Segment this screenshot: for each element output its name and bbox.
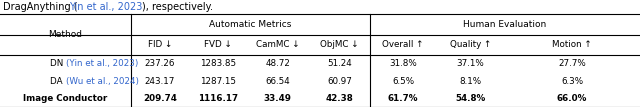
Text: Human Evaluation: Human Evaluation xyxy=(463,20,547,29)
Text: Image Conductor: Image Conductor xyxy=(24,94,108,103)
Text: 66.0%: 66.0% xyxy=(557,94,588,103)
Text: 66.54: 66.54 xyxy=(266,77,290,86)
Text: 1283.85: 1283.85 xyxy=(200,59,236,68)
Text: (Wu et al., 2024): (Wu et al., 2024) xyxy=(65,77,139,86)
Text: 48.72: 48.72 xyxy=(266,59,290,68)
Text: 61.7%: 61.7% xyxy=(388,94,419,103)
Text: ObjMC ↓: ObjMC ↓ xyxy=(320,40,359,49)
Text: 42.38: 42.38 xyxy=(326,94,353,103)
Text: 37.1%: 37.1% xyxy=(456,59,484,68)
Text: Overall ↑: Overall ↑ xyxy=(383,40,424,49)
Text: 1287.15: 1287.15 xyxy=(200,77,236,86)
Text: 209.74: 209.74 xyxy=(143,94,177,103)
Text: FID ↓: FID ↓ xyxy=(148,40,172,49)
Text: 6.5%: 6.5% xyxy=(392,77,414,86)
Text: Automatic Metrics: Automatic Metrics xyxy=(209,20,292,29)
Text: 31.8%: 31.8% xyxy=(389,59,417,68)
Text: 54.8%: 54.8% xyxy=(455,94,486,103)
Text: FVD ↓: FVD ↓ xyxy=(204,40,232,49)
Text: DN: DN xyxy=(50,59,65,68)
Text: DragAnything (: DragAnything ( xyxy=(3,2,78,12)
Text: 60.97: 60.97 xyxy=(327,77,352,86)
Text: 237.26: 237.26 xyxy=(145,59,175,68)
Text: ), respectively.: ), respectively. xyxy=(142,2,213,12)
Text: Motion ↑: Motion ↑ xyxy=(552,40,592,49)
Text: Yin et al., 2023: Yin et al., 2023 xyxy=(69,2,143,12)
Text: 8.1%: 8.1% xyxy=(460,77,481,86)
Text: 33.49: 33.49 xyxy=(264,94,292,103)
Text: DA: DA xyxy=(50,77,65,86)
Text: CamMC ↓: CamMC ↓ xyxy=(256,40,300,49)
Text: 6.3%: 6.3% xyxy=(561,77,583,86)
Text: (Yin et al., 2023): (Yin et al., 2023) xyxy=(65,59,138,68)
Text: Method: Method xyxy=(49,30,83,39)
Text: 243.17: 243.17 xyxy=(145,77,175,86)
Text: 1116.17: 1116.17 xyxy=(198,94,237,103)
Text: 27.7%: 27.7% xyxy=(558,59,586,68)
Text: 51.24: 51.24 xyxy=(327,59,352,68)
Text: Quality ↑: Quality ↑ xyxy=(450,40,491,49)
